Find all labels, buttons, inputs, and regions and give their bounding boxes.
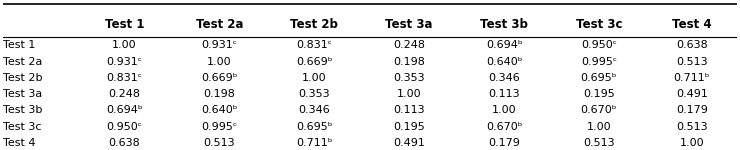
Text: Test 2a: Test 2a xyxy=(3,57,42,67)
Text: 0.198: 0.198 xyxy=(393,57,425,67)
Text: 0.711ᵇ: 0.711ᵇ xyxy=(296,138,332,148)
Text: 0.513: 0.513 xyxy=(204,138,235,148)
Text: 0.346: 0.346 xyxy=(488,73,520,83)
Text: 0.513: 0.513 xyxy=(676,57,707,67)
Text: 1.00: 1.00 xyxy=(207,57,232,67)
Text: 0.513: 0.513 xyxy=(676,122,707,132)
Text: 0.491: 0.491 xyxy=(676,89,707,99)
Text: 0.353: 0.353 xyxy=(298,89,330,99)
Text: Test 3a: Test 3a xyxy=(3,89,42,99)
Text: 0.995ᶜ: 0.995ᶜ xyxy=(201,122,238,132)
Text: 0.638: 0.638 xyxy=(676,40,707,51)
Text: Test 3c: Test 3c xyxy=(3,122,41,132)
Text: 0.670ᵇ: 0.670ᵇ xyxy=(486,122,522,132)
Text: 0.638: 0.638 xyxy=(109,138,141,148)
Text: 0.113: 0.113 xyxy=(394,105,425,116)
Text: 1.00: 1.00 xyxy=(492,105,517,116)
Text: 0.179: 0.179 xyxy=(488,138,520,148)
Text: 0.695ᵇ: 0.695ᵇ xyxy=(296,122,332,132)
Text: 1.00: 1.00 xyxy=(302,73,326,83)
Text: 0.248: 0.248 xyxy=(393,40,425,51)
Text: 0.950ᶜ: 0.950ᶜ xyxy=(581,40,617,51)
Text: 1.00: 1.00 xyxy=(112,40,137,51)
Text: Test 3b: Test 3b xyxy=(3,105,42,116)
Text: 1.00: 1.00 xyxy=(587,122,611,132)
Text: 0.669ᵇ: 0.669ᵇ xyxy=(296,57,332,67)
Text: 0.346: 0.346 xyxy=(298,105,330,116)
Text: Test 2b: Test 2b xyxy=(3,73,42,83)
Text: Test 3a: Test 3a xyxy=(386,18,433,31)
Text: 0.711ᵇ: 0.711ᵇ xyxy=(673,73,710,83)
Text: 0.491: 0.491 xyxy=(393,138,425,148)
Text: 0.950ᶜ: 0.950ᶜ xyxy=(107,122,142,132)
Text: Test 3b: Test 3b xyxy=(480,18,528,31)
Text: 0.669ᵇ: 0.669ᵇ xyxy=(201,73,238,83)
Text: 0.695ᵇ: 0.695ᵇ xyxy=(581,73,617,83)
Text: 0.248: 0.248 xyxy=(109,89,141,99)
Text: 1.00: 1.00 xyxy=(679,138,704,148)
Text: Test 1: Test 1 xyxy=(3,40,36,51)
Text: 0.513: 0.513 xyxy=(583,138,615,148)
Text: 0.195: 0.195 xyxy=(583,89,615,99)
Text: 0.353: 0.353 xyxy=(394,73,425,83)
Text: 0.831ᶜ: 0.831ᶜ xyxy=(107,73,142,83)
Text: 1.00: 1.00 xyxy=(397,89,422,99)
Text: 0.198: 0.198 xyxy=(204,89,235,99)
Text: Test 4: Test 4 xyxy=(3,138,36,148)
Text: 0.694ᵇ: 0.694ᵇ xyxy=(485,40,522,51)
Text: 0.113: 0.113 xyxy=(488,89,520,99)
Text: 0.694ᵇ: 0.694ᵇ xyxy=(106,105,143,116)
Text: 0.640ᵇ: 0.640ᵇ xyxy=(486,57,522,67)
Text: 0.931ᶜ: 0.931ᶜ xyxy=(201,40,238,51)
Text: 0.995ᶜ: 0.995ᶜ xyxy=(581,57,617,67)
Text: Test 3c: Test 3c xyxy=(576,18,622,31)
Text: Test 2a: Test 2a xyxy=(195,18,243,31)
Text: 0.831ᶜ: 0.831ᶜ xyxy=(296,40,332,51)
Text: 0.670ᵇ: 0.670ᵇ xyxy=(581,105,617,116)
Text: 0.640ᵇ: 0.640ᵇ xyxy=(201,105,238,116)
Text: 0.931ᶜ: 0.931ᶜ xyxy=(107,57,142,67)
Text: Test 2b: Test 2b xyxy=(290,18,338,31)
Text: 0.179: 0.179 xyxy=(676,105,707,116)
Text: Test 4: Test 4 xyxy=(672,18,712,31)
Text: 0.195: 0.195 xyxy=(394,122,425,132)
Text: Test 1: Test 1 xyxy=(105,18,144,31)
